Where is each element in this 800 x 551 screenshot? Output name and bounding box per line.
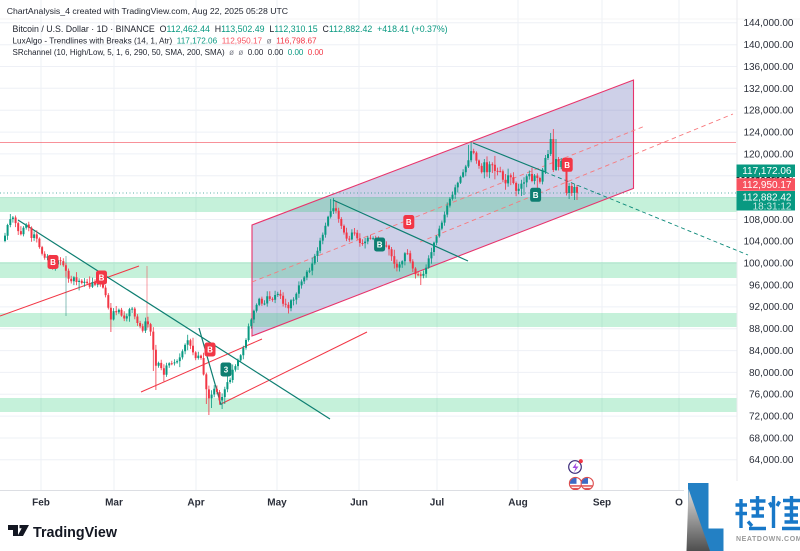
svg-text:128,000.00: 128,000.00: [743, 106, 793, 117]
svg-text:88,000.00: 88,000.00: [749, 324, 794, 335]
svg-text:132,000.00: 132,000.00: [743, 84, 793, 95]
svg-text:LuxAlgo - Trendlines with Brea: LuxAlgo - Trendlines with Breaks (14, 1,…: [13, 37, 318, 46]
svg-text:64,000.00: 64,000.00: [749, 455, 794, 466]
svg-text:18:31:12: 18:31:12: [753, 201, 792, 212]
svg-text:ChartAnalysis_4 created with T: ChartAnalysis_4 created with TradingView…: [7, 6, 288, 16]
svg-text:B: B: [377, 241, 383, 250]
svg-text:76,000.00: 76,000.00: [749, 390, 794, 401]
svg-text:B: B: [50, 258, 56, 267]
svg-text:112,950.17: 112,950.17: [742, 180, 792, 191]
svg-text:104,000.00: 104,000.00: [743, 237, 793, 248]
svg-text:92,000.00: 92,000.00: [749, 302, 794, 313]
svg-text:Jul: Jul: [430, 498, 445, 509]
svg-text:100,000.00: 100,000.00: [743, 259, 793, 270]
svg-text:NEATDOWN.COM: NEATDOWN.COM: [736, 536, 800, 543]
svg-text:68,000.00: 68,000.00: [749, 433, 794, 444]
svg-text:112,882.42: 112,882.42: [742, 192, 792, 203]
svg-text:May: May: [267, 498, 287, 509]
svg-text:Jun: Jun: [350, 498, 368, 509]
svg-text:B: B: [564, 161, 570, 170]
svg-text:80,000.00: 80,000.00: [749, 368, 794, 379]
svg-text:84,000.00: 84,000.00: [749, 346, 794, 357]
svg-text:B: B: [406, 218, 412, 227]
svg-text:Sep: Sep: [593, 498, 611, 509]
svg-text:136,000.00: 136,000.00: [743, 62, 793, 73]
svg-text:72,000.00: 72,000.00: [749, 412, 794, 423]
svg-text:Feb: Feb: [32, 498, 50, 509]
svg-text:B: B: [99, 274, 105, 283]
svg-text:108,000.00: 108,000.00: [743, 215, 793, 226]
svg-text:TradingView: TradingView: [33, 525, 118, 541]
svg-text:B: B: [207, 346, 213, 355]
svg-text:Aug: Aug: [508, 498, 527, 509]
svg-text:124,000.00: 124,000.00: [743, 128, 793, 139]
svg-text:140,000.00: 140,000.00: [743, 40, 793, 51]
svg-text:120,000.00: 120,000.00: [743, 149, 793, 160]
svg-text:Apr: Apr: [187, 498, 204, 509]
svg-text:Bitcoin / U.S. Dollar · 1D · B: Bitcoin / U.S. Dollar · 1D · BINANCE O11…: [13, 24, 448, 34]
svg-text:96,000.00: 96,000.00: [749, 280, 794, 291]
svg-text:144,000.00: 144,000.00: [743, 18, 793, 29]
svg-text:3: 3: [224, 366, 229, 375]
svg-text:O: O: [675, 498, 683, 509]
svg-text:SRchannel (10, High/Low, 5, 1,: SRchannel (10, High/Low, 5, 1, 6, 290, 5…: [13, 48, 324, 57]
svg-text:117,172.06: 117,172.06: [742, 166, 792, 177]
svg-text:B: B: [533, 191, 539, 200]
svg-text:Mar: Mar: [105, 498, 123, 509]
